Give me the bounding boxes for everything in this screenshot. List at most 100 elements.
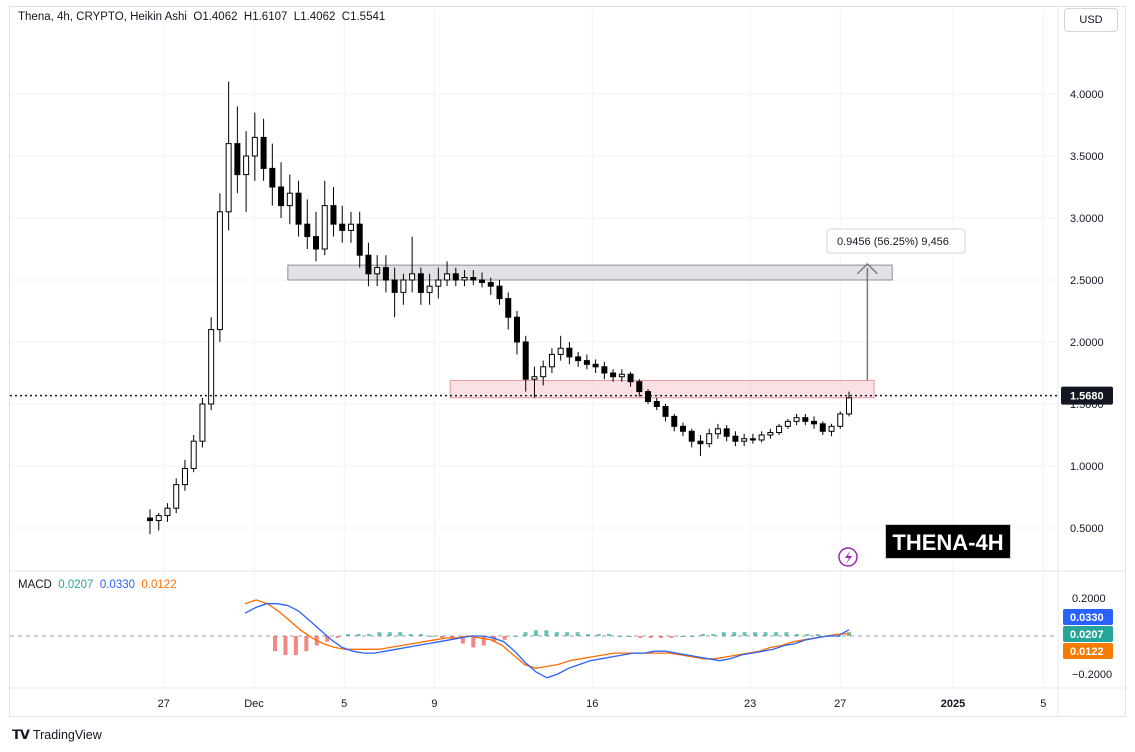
ticker-watermark: THENA-4H	[885, 524, 1011, 559]
macd-histogram-bar	[387, 632, 392, 636]
high-label: H	[243, 11, 253, 23]
candle-body	[496, 285, 503, 300]
candle-body	[776, 425, 783, 434]
candle-body	[583, 360, 590, 365]
macd-histogram-bar	[273, 636, 277, 652]
candle-body	[627, 373, 634, 383]
macd-hist-badge	[1063, 626, 1113, 642]
candle-body	[435, 279, 442, 287]
candle-body	[173, 484, 180, 509]
macd-histogram-bar	[638, 636, 643, 638]
macd-histogram-bar	[283, 636, 288, 655]
resistance-zone	[287, 264, 893, 281]
candle-body	[653, 401, 660, 407]
macd-histogram-bar	[669, 636, 674, 638]
candle-body	[741, 438, 748, 442]
macd-histogram-bar	[335, 636, 340, 638]
macd-histogram-bar	[398, 632, 403, 636]
candle-body	[444, 273, 451, 281]
candle-body	[199, 403, 206, 442]
macd-histogram-bar	[732, 632, 737, 636]
candle-body	[356, 223, 363, 256]
candle-body	[382, 267, 389, 281]
candle-body	[190, 440, 197, 469]
x-tick-label: 5	[1040, 698, 1046, 710]
candle-body	[251, 136, 258, 157]
candle-body	[225, 143, 232, 213]
candle-body	[793, 417, 800, 422]
measure-arrowhead	[856, 262, 878, 275]
macd-histogram-bar	[721, 632, 726, 636]
x-tick-label: 27	[834, 698, 846, 710]
macd-histogram-bar	[533, 630, 538, 636]
candle-body	[181, 467, 188, 486]
candle-body	[321, 205, 328, 250]
candle-body	[846, 397, 852, 415]
y-tick-label: 2.5000	[1070, 275, 1104, 287]
candle-body	[243, 155, 250, 176]
currency-button[interactable]: USD	[1064, 8, 1118, 32]
symbol-title: Thena, 4h, CRYPTO, Heikin Ashi	[18, 11, 187, 23]
tradingview-mark-icon: 𝗧𝗩	[12, 727, 30, 742]
candle-body	[784, 420, 791, 427]
macd-title: MACD	[18, 579, 52, 591]
candle-body	[679, 425, 686, 432]
macd-histogram-bar	[773, 632, 778, 636]
macd-histogram-bar	[794, 634, 799, 636]
candle-body	[365, 254, 372, 275]
macd-histogram-bar	[544, 630, 549, 636]
tradingview-logo[interactable]: 𝗧𝗩 TradingView	[12, 727, 102, 743]
macd-signal-badge-label: 0.0122	[1070, 646, 1104, 658]
candle-body	[557, 347, 564, 355]
chart-frame	[9, 6, 1126, 717]
candle-body	[487, 281, 494, 287]
macd-header: MACD 0.0207 0.0330 0.0122	[18, 579, 177, 591]
candle-body	[313, 236, 320, 250]
candle-body	[147, 517, 153, 522]
macd-histogram-bar	[304, 636, 309, 652]
macd-tick-label: −0.2000	[1072, 669, 1112, 681]
candle-body	[671, 415, 678, 427]
candle-body	[749, 438, 756, 441]
candle-body	[208, 329, 215, 405]
candle-body	[417, 273, 424, 293]
x-tick-label: Dec	[244, 698, 264, 710]
macd-histogram-bar	[460, 636, 465, 644]
low-value: 1.4062	[300, 11, 336, 23]
candle-body	[426, 285, 433, 293]
candle-body	[811, 420, 818, 425]
macd-histogram-bar	[805, 634, 810, 636]
candle-body	[216, 211, 223, 331]
candle-body	[330, 205, 337, 225]
candle-body	[505, 298, 512, 318]
y-tick-label: 4.0000	[1070, 89, 1104, 101]
candle-body	[662, 405, 669, 417]
y-tick-label: 3.0000	[1070, 213, 1104, 225]
macd-histogram-bar	[784, 632, 789, 636]
y-tick-label: 1.0000	[1070, 461, 1104, 473]
y-tick-label: 2.0000	[1070, 337, 1104, 349]
macd-histogram-bar	[554, 632, 559, 636]
candle-body	[837, 413, 844, 427]
candle-body	[513, 316, 520, 343]
x-tick-label: 9	[431, 698, 437, 710]
macd-histogram-bar	[596, 634, 601, 636]
close-value: 1.5541	[350, 11, 386, 23]
macd-histogram-bar	[429, 636, 434, 637]
candle-body	[636, 381, 643, 393]
candle-body	[531, 376, 538, 380]
candle-body	[601, 366, 608, 374]
candle-body	[540, 366, 547, 378]
measure-label: 0.9456 (56.25%) 9,456	[837, 236, 949, 248]
candle-body	[618, 373, 625, 378]
macd-histogram-bar	[711, 634, 716, 636]
macd-histogram-bar	[648, 636, 653, 638]
candle-body	[374, 267, 381, 275]
macd-histogram-bar	[700, 634, 705, 636]
macd-histogram-bar	[565, 632, 570, 636]
macd-histogram-bar	[606, 634, 611, 636]
candle-body	[400, 279, 407, 293]
measure-label-box	[826, 228, 966, 254]
candle-body	[260, 136, 267, 169]
